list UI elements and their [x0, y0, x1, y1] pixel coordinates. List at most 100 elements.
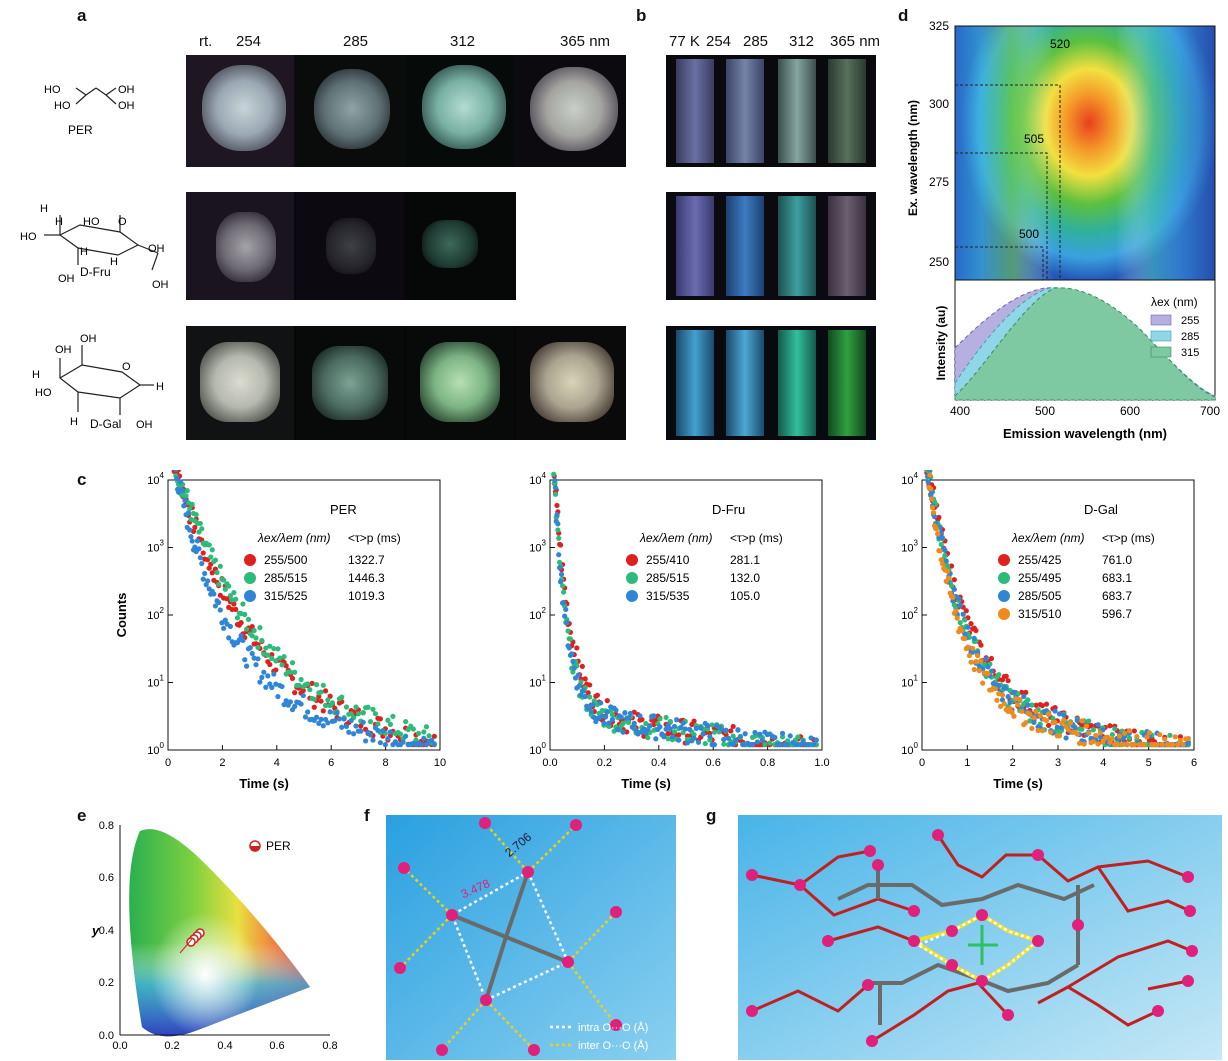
decay-point: [959, 628, 965, 634]
decay-legend-marker: [244, 572, 256, 584]
decay-point: [1003, 673, 1009, 679]
decay-ytick-label: 100: [147, 741, 164, 757]
decay-point: [183, 493, 189, 499]
panel-g-structure: [738, 815, 1222, 1060]
decay-xtick-label: 1.0: [814, 757, 829, 769]
decay-point: [1023, 689, 1029, 696]
decay-xlabel: Time (s): [621, 776, 671, 791]
decay-point: [1021, 693, 1027, 700]
decay-point: [555, 527, 561, 533]
decay-point: [1019, 708, 1025, 714]
decay-point: [1141, 742, 1147, 748]
decay-point: [590, 702, 596, 708]
decay-ytick-label: 104: [901, 471, 918, 487]
decay-point: [1027, 711, 1033, 718]
decay-xtick-label: 0.8: [760, 757, 775, 769]
decay-point: [960, 611, 966, 617]
decay-point: [626, 714, 632, 721]
panel-label-b: b: [636, 6, 647, 25]
decay-point: [271, 671, 277, 677]
decay-point: [556, 552, 562, 558]
e-legend: PER: [266, 839, 291, 853]
decay-point: [375, 727, 381, 734]
decay-row-tau: 105.0: [730, 589, 760, 603]
decay-ytick-label: 104: [147, 471, 164, 487]
decay-point: [234, 615, 241, 621]
decay-point: [1043, 717, 1050, 724]
decay-point: [1011, 689, 1017, 695]
photo-b-per: [666, 55, 876, 167]
decay-point: [1104, 734, 1111, 740]
decay-point: [363, 738, 369, 744]
decay-row-exem: 255/425: [1018, 553, 1062, 567]
decay-point: [197, 555, 203, 561]
decay-point: [1050, 715, 1056, 722]
decay-point: [730, 741, 736, 748]
decay-point: [1019, 689, 1025, 695]
decay-point: [227, 623, 234, 630]
decay-point: [737, 733, 743, 740]
decay-point: [1126, 728, 1133, 734]
decay-title: D-Fru: [712, 502, 745, 517]
decay-point: [341, 716, 347, 722]
svg-text:H: H: [32, 369, 40, 381]
decay-point: [221, 577, 227, 583]
svg-text:0.6: 0.6: [269, 1040, 284, 1052]
decay-point: [1052, 708, 1058, 714]
decay-point: [1119, 742, 1125, 748]
decay-point: [180, 487, 186, 493]
decay-point: [251, 627, 257, 634]
decay-xtick-label: 0: [165, 757, 171, 769]
decay-point: [1157, 731, 1163, 738]
decay-point: [609, 712, 616, 718]
wl-b-285: 285: [743, 33, 769, 50]
decay-point: [181, 503, 187, 509]
decay-point: [343, 704, 350, 710]
decay-point: [558, 571, 565, 578]
decay-point: [704, 722, 711, 729]
wl-b-312: 312: [789, 33, 815, 50]
decay-point: [253, 635, 259, 641]
decay-point: [429, 737, 435, 743]
decay-point: [653, 736, 659, 742]
decay-point: [939, 561, 946, 567]
decay-point: [200, 550, 206, 556]
decay-point: [613, 707, 619, 713]
decay-point: [985, 664, 991, 670]
decay-point: [742, 731, 748, 737]
decay-point: [244, 626, 250, 632]
decay-point: [265, 673, 271, 679]
decay-point: [188, 534, 194, 540]
decay-point: [671, 723, 678, 730]
decay-point: [259, 637, 265, 644]
decay-point: [226, 583, 232, 589]
decay-row-tau: 132.0: [730, 571, 760, 585]
decay-point: [700, 731, 706, 737]
decay-row-tau: 596.7: [1102, 607, 1132, 621]
decay-point: [1131, 728, 1137, 734]
decay-point: [985, 671, 991, 677]
decay-point: [566, 645, 572, 651]
decay-header-ex: λex/λem (nm): [257, 531, 331, 545]
decay-point: [571, 665, 577, 671]
decay-point: [569, 651, 575, 657]
decay-point: [387, 721, 393, 727]
decay-point: [943, 558, 949, 564]
decay-xtick-label: 1: [964, 757, 970, 769]
decay-point: [996, 683, 1002, 689]
decay-point: [560, 589, 567, 595]
decay-point: [559, 583, 566, 589]
decay-point: [1097, 730, 1104, 736]
decay-point: [275, 646, 281, 652]
decay-ytick-label: 103: [147, 539, 164, 555]
decay-point: [813, 737, 819, 743]
decay-point: [1095, 722, 1101, 728]
decay-point: [582, 693, 588, 700]
d-legend-title: λex (nm): [1151, 295, 1198, 309]
decay-point: [174, 475, 180, 482]
decay-point: [418, 742, 424, 748]
decay-point: [676, 732, 682, 738]
decay-point: [1054, 724, 1060, 730]
molecule-structures: HO OH HO OH PER HO H H HO O OH H H OH OH…: [20, 84, 169, 431]
f-legend-intra: intra O···O (Å): [578, 1021, 648, 1034]
